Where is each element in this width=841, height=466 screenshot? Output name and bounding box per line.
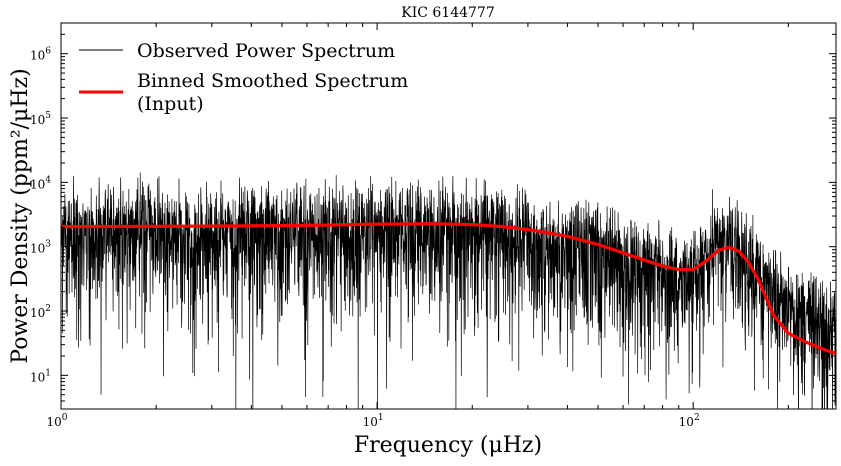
y-tick-label: 106 [30, 47, 51, 63]
axis-ticks [60, 22, 836, 410]
legend-label-observed: Observed Power Spectrum [137, 40, 395, 62]
chart-title: KIC 6144777 [401, 5, 495, 21]
y-tick-label: 103 [30, 240, 51, 256]
y-tick-label: 101 [30, 368, 51, 384]
y-tick-label: 102 [30, 304, 51, 320]
smoothed-spectrum-line [61, 222, 836, 355]
x-tick-label: 102 [679, 413, 700, 429]
smoothed-spectrum-layer [61, 222, 836, 355]
observed-spectrum-line [61, 172, 836, 409]
legend-label-smoothed: Binned Smoothed Spectrum (Input) [137, 70, 408, 115]
axis-tick-labels: 100 101 102 101 102 103 104 105 106 [30, 47, 700, 429]
x-tick-label: 101 [363, 413, 384, 429]
y-tick-label: 104 [30, 175, 51, 191]
x-axis-title: Frequency (μHz) [354, 433, 542, 458]
observed-spectrum-layer [61, 172, 836, 409]
x-tick-label: 100 [46, 413, 67, 429]
legend: Observed Power Spectrum Binned Smoothed … [79, 40, 408, 115]
y-axis-title: Power Density (ppm²/μHz) [8, 68, 33, 363]
y-tick-label: 105 [30, 111, 51, 127]
